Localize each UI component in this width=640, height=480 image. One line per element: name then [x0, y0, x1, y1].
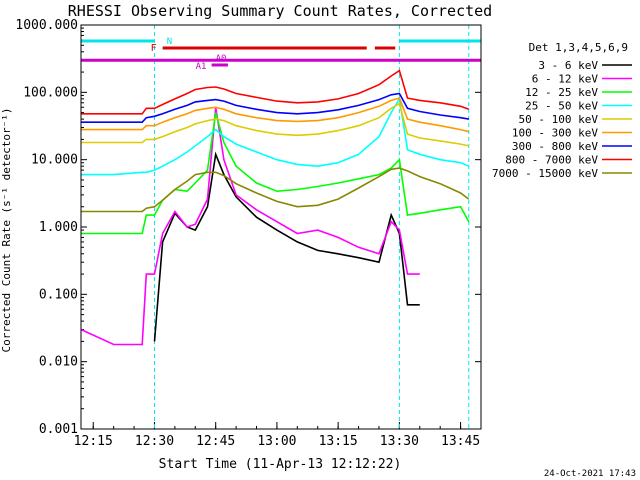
- y-tick-label: 0.100: [39, 287, 78, 302]
- attenuator-label-a1: A1: [196, 62, 207, 72]
- x-tick-label: 12:45: [196, 434, 235, 449]
- legend-label: 100 - 300 keV: [512, 127, 598, 140]
- x-tick-label: 13:45: [441, 434, 480, 449]
- legend-label: 300 - 800 keV: [512, 140, 598, 153]
- series-line-2: [81, 107, 461, 354]
- attenuator-label-a0: A0: [216, 54, 227, 64]
- footer-date: 24-Oct-2021 17:43: [544, 469, 636, 479]
- legend-label: 6 - 12 keV: [532, 73, 599, 86]
- series-line-9: [81, 167, 470, 213]
- chart-title: RHESSI Observing Summary Count Rates, Co…: [68, 2, 492, 20]
- y-tick-label: 1.000: [39, 220, 78, 235]
- series-line-8: [81, 69, 470, 115]
- flare-label: F: [151, 43, 157, 54]
- y-tick-label: 0.001: [39, 422, 78, 437]
- y-tick-label: 0.010: [39, 355, 78, 370]
- series-line-7: [81, 92, 469, 123]
- legend-label: 50 - 100 keV: [519, 113, 599, 126]
- x-tick-label: 13:00: [257, 434, 296, 449]
- x-tick-label: 13:30: [380, 434, 419, 449]
- y-tick-label: 100.000: [23, 85, 78, 100]
- legend-title: Det 1,3,4,5,6,9: [529, 41, 628, 54]
- series-line-5: [81, 102, 469, 147]
- y-tick-label: 10.000: [31, 153, 78, 168]
- legend-label: 12 - 25 keV: [525, 86, 598, 99]
- legend-label: 7000 - 15000 keV: [492, 167, 598, 180]
- legend-label: 800 - 7000 keV: [505, 154, 598, 167]
- plot-area: 0.001 0.010 0.100 1.000 10.000 100.000 1000.00…: [15, 18, 481, 449]
- legend-label: 25 - 50 keV: [525, 100, 598, 113]
- x-tick-label: 12:30: [135, 434, 174, 449]
- series-line-6: [81, 97, 469, 133]
- night-label: N: [167, 37, 172, 47]
- y-axis-label: Corrected Count Rate (s⁻¹ detector⁻¹): [0, 107, 13, 352]
- x-tick-label: 12:15: [74, 434, 113, 449]
- series-line-3: [81, 112, 470, 235]
- series-line-1: [153, 151, 420, 342]
- series-line-4: [81, 96, 470, 176]
- x-tick-label: 13:15: [319, 434, 358, 449]
- y-tick-label: 1000.000: [15, 18, 78, 33]
- x-axis-label: Start Time (11-Apr-13 12:12:22): [159, 457, 402, 472]
- plot-frame: [80, 24, 482, 430]
- legend-label: 3 - 6 keV: [538, 59, 598, 72]
